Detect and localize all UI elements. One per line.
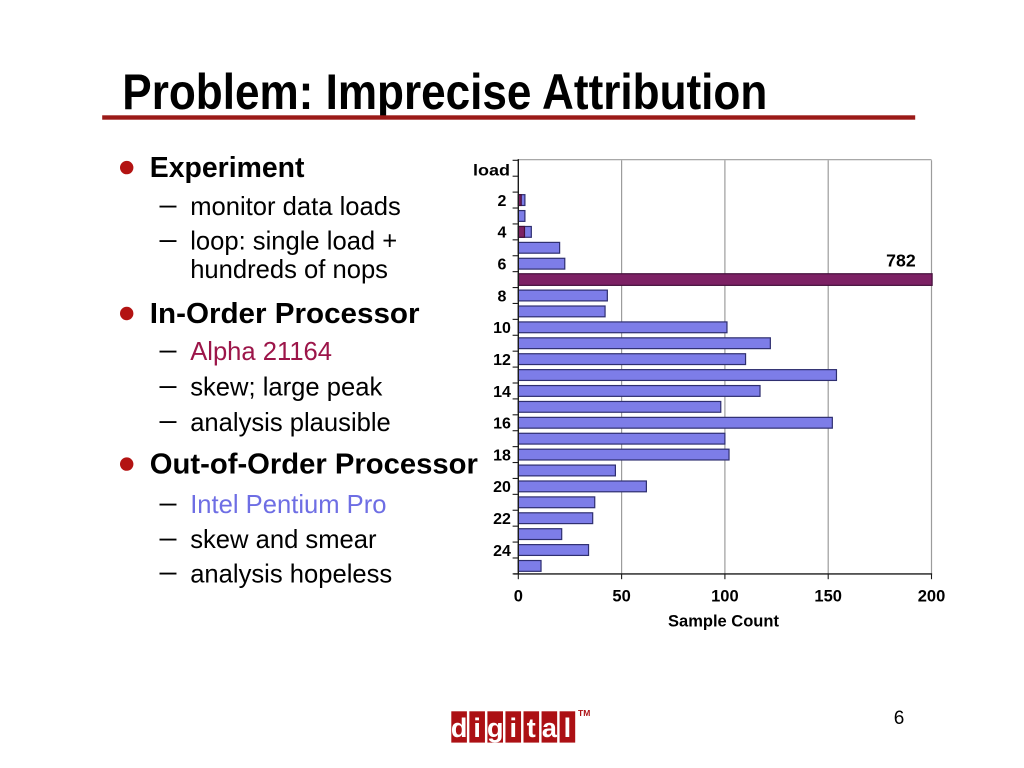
svg-text:16: 16 (493, 416, 511, 433)
svg-text:Experiment: Experiment (150, 152, 305, 184)
svg-text:a: a (542, 713, 558, 743)
svg-text:Problem: Imprecise Attribution: Problem: Imprecise Attribution (122, 64, 767, 120)
svg-text:t: t (527, 713, 536, 743)
svg-text:14: 14 (493, 384, 511, 401)
svg-text:l: l (564, 713, 572, 743)
svg-text:i: i (509, 713, 517, 743)
svg-text:TM: TM (578, 708, 590, 718)
svg-text:2: 2 (498, 193, 507, 210)
svg-text:–: – (160, 189, 177, 220)
svg-text:782: 782 (886, 250, 916, 270)
svg-text:Intel Pentium Pro: Intel Pentium Pro (190, 491, 386, 519)
svg-text:24: 24 (493, 543, 511, 560)
svg-text:18: 18 (493, 447, 511, 464)
svg-text:–: – (160, 556, 177, 587)
svg-text:Alpha 21164: Alpha 21164 (190, 338, 332, 366)
svg-text:load: load (473, 162, 510, 179)
svg-text:–: – (160, 486, 177, 517)
svg-text:–: – (160, 333, 177, 364)
svg-text:12: 12 (493, 352, 511, 369)
svg-text:100: 100 (711, 587, 739, 605)
svg-text:6: 6 (894, 708, 905, 729)
svg-text:–: – (160, 223, 177, 254)
svg-text:150: 150 (814, 587, 842, 605)
svg-text:Sample Count: Sample Count (668, 613, 779, 631)
svg-text:loop: single load +: loop: single load + (190, 228, 397, 256)
svg-text:4: 4 (498, 225, 507, 242)
svg-text:20: 20 (493, 479, 511, 496)
svg-text:0: 0 (514, 587, 523, 605)
svg-text:–: – (160, 369, 177, 400)
svg-text:50: 50 (612, 587, 630, 605)
svg-text:hundreds of nops: hundreds of nops (190, 256, 388, 284)
svg-text:8: 8 (498, 288, 507, 305)
svg-text:Out-of-Order Processor: Out-of-Order Processor (150, 449, 478, 481)
svg-text:–: – (160, 521, 177, 552)
svg-text:skew and smear: skew and smear (190, 526, 377, 554)
svg-text:monitor data loads: monitor data loads (190, 193, 401, 221)
svg-text:analysis plausible: analysis plausible (190, 409, 391, 437)
svg-text:22: 22 (493, 511, 511, 528)
svg-text:6: 6 (498, 257, 507, 274)
svg-text:–: – (160, 404, 177, 435)
svg-text:g: g (487, 713, 504, 743)
svg-text:analysis hopeless: analysis hopeless (190, 560, 392, 588)
svg-text:skew; large peak: skew; large peak (190, 374, 382, 402)
svg-text:200: 200 (918, 587, 946, 605)
svg-text:In-Order Processor: In-Order Processor (150, 298, 420, 330)
svg-text:i: i (473, 713, 481, 743)
svg-text:10: 10 (493, 320, 511, 337)
svg-text:d: d (451, 713, 468, 743)
